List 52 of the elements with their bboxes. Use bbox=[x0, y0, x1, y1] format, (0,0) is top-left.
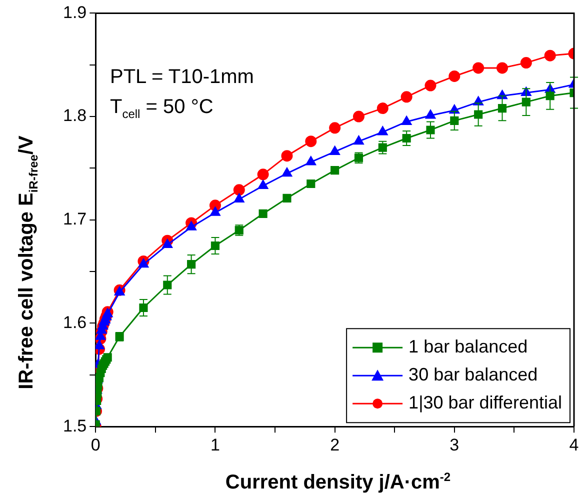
point bbox=[400, 91, 412, 103]
point bbox=[474, 110, 483, 119]
point bbox=[306, 179, 316, 188]
point bbox=[282, 194, 292, 202]
x-tick-label: 1 bbox=[210, 435, 220, 454]
x-axis-title: Current density j/A·cm$^{-2}$ bbox=[224, 470, 452, 495]
y-tick-label: 1.7 bbox=[62, 210, 87, 229]
point bbox=[378, 126, 388, 136]
y-tick-label: 1.5 bbox=[62, 416, 87, 436]
point bbox=[448, 70, 460, 82]
point bbox=[163, 280, 172, 290]
point bbox=[472, 62, 484, 74]
legend-label: 1|30 bar differential bbox=[408, 392, 562, 413]
point bbox=[544, 50, 556, 62]
point bbox=[425, 110, 436, 119]
point bbox=[139, 303, 148, 312]
point bbox=[282, 168, 292, 177]
point bbox=[257, 168, 269, 180]
point bbox=[496, 62, 508, 74]
legend-label: 1 bar balanced bbox=[408, 336, 528, 357]
point bbox=[329, 122, 341, 134]
point bbox=[233, 184, 245, 196]
point bbox=[210, 206, 220, 216]
point bbox=[234, 193, 244, 202]
legend-label: 30 bar balanced bbox=[408, 364, 538, 385]
point bbox=[354, 136, 364, 145]
point bbox=[96, 340, 104, 350]
x-tick-label: 4 bbox=[569, 435, 579, 454]
point bbox=[330, 166, 340, 175]
point bbox=[186, 221, 196, 230]
point bbox=[426, 126, 435, 134]
point bbox=[376, 102, 388, 114]
point bbox=[258, 209, 268, 218]
point bbox=[305, 136, 317, 148]
point bbox=[306, 156, 316, 166]
point bbox=[281, 150, 293, 162]
y-tick-label: 1.9 bbox=[62, 2, 87, 22]
y-tick-label: 1.8 bbox=[62, 106, 87, 126]
y-tick-label: 1.6 bbox=[62, 312, 87, 332]
point bbox=[520, 57, 532, 69]
annotation: T$_{cell}$ = 50 °C bbox=[110, 95, 214, 123]
point bbox=[401, 116, 412, 125]
x-tick-label: 2 bbox=[330, 435, 340, 454]
point bbox=[162, 238, 172, 248]
x-tick-label: 0 bbox=[90, 435, 100, 454]
point bbox=[352, 110, 364, 122]
x-tick-label: 3 bbox=[450, 435, 460, 454]
annotation: PTL = T10-1mm bbox=[110, 65, 254, 90]
point bbox=[330, 146, 340, 155]
point bbox=[258, 180, 268, 190]
point bbox=[424, 80, 436, 92]
point bbox=[138, 258, 149, 268]
